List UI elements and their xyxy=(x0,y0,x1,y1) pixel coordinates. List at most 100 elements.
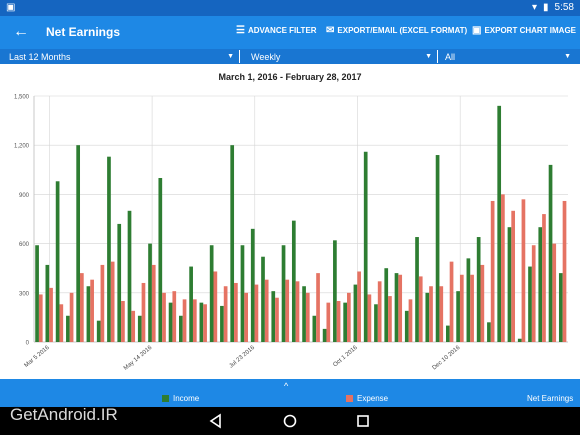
income-bar xyxy=(76,145,81,342)
expense-bar xyxy=(336,301,341,342)
expense-bar xyxy=(295,281,300,342)
income-bar xyxy=(261,256,265,342)
expense-bar xyxy=(511,210,516,342)
income-bar xyxy=(168,302,173,342)
period-dropdown[interactable]: Last 12 Months ▼ xyxy=(4,50,240,63)
income-bar xyxy=(148,243,152,342)
expense-bar xyxy=(285,279,290,342)
expense-bar xyxy=(408,299,413,342)
income-bar xyxy=(107,156,111,342)
expense-bar xyxy=(542,214,546,342)
income-bar xyxy=(466,258,471,342)
legend-expense-label: Expense xyxy=(357,394,389,403)
expense-bar xyxy=(562,200,567,342)
status-bar: ▣ ▾ ▮ 5:58 xyxy=(0,0,580,16)
income-bar xyxy=(374,304,378,342)
category-value: All xyxy=(445,51,456,62)
expense-bar xyxy=(131,310,136,342)
expand-caret-icon[interactable]: ^ xyxy=(284,381,289,391)
expense-bar xyxy=(38,294,43,342)
y-tick-label: 900 xyxy=(19,193,30,199)
dropdown-arrow-icon: ▼ xyxy=(564,53,571,60)
income-bar xyxy=(476,237,481,342)
legend-income[interactable]: Income xyxy=(162,394,199,403)
expense-bar xyxy=(398,274,403,342)
expense-bar xyxy=(326,302,331,342)
expense-bar xyxy=(172,291,177,342)
recents-nav-icon[interactable] xyxy=(355,413,371,429)
income-bar xyxy=(322,328,327,342)
income-bar xyxy=(343,302,348,342)
x-tick-label: May 14 2016 xyxy=(123,345,154,372)
expense-bar xyxy=(59,304,64,342)
expense-bar xyxy=(100,264,105,342)
export-email-label: EXPORT/EMAIL (EXCEL FORMAT) xyxy=(337,26,468,35)
income-bar xyxy=(558,273,563,342)
chart-title: March 1, 2016 - February 28, 2017 xyxy=(218,72,362,82)
net-earnings-chart: 0 300 600 900 1,200 1,500 Mar 5 2016 May 14 201… xyxy=(14,95,568,372)
y-tick-label: 300 xyxy=(19,291,30,297)
interval-value: Weekly xyxy=(251,51,281,62)
expense-bar xyxy=(90,279,94,342)
expense-bar xyxy=(162,292,166,342)
y-tick-label: 600 xyxy=(19,242,30,248)
income-bar xyxy=(127,210,132,342)
expense-swatch xyxy=(346,395,353,402)
x-tick-label: Mar 5 2016 xyxy=(24,345,52,370)
legend-net-earnings[interactable]: Net Earnings xyxy=(527,394,573,403)
income-bar xyxy=(497,105,502,342)
expense-bar xyxy=(141,282,146,342)
legend-income-label: Income xyxy=(173,394,200,403)
expense-bar xyxy=(552,243,557,342)
income-bar xyxy=(230,145,235,342)
period-value: Last 12 Months xyxy=(9,51,71,62)
filter-icon: ☰ xyxy=(236,25,245,36)
category-dropdown[interactable]: All ▼ xyxy=(440,50,576,63)
export-email-button[interactable]: ✉ EXPORT/EMAIL (EXCEL FORMAT) xyxy=(326,25,467,36)
income-bar xyxy=(55,181,60,342)
email-icon: ✉ xyxy=(326,25,335,36)
income-bar xyxy=(528,266,532,342)
expense-bar xyxy=(192,299,197,342)
navigation-bar xyxy=(0,407,580,435)
interval-dropdown[interactable]: Weekly ▼ xyxy=(246,50,438,63)
page-title: Net Earnings xyxy=(46,25,121,39)
expense-bar xyxy=(367,294,372,342)
expense-bar xyxy=(223,286,228,342)
income-bar xyxy=(384,268,389,342)
x-tick-label: Dec 10 2016 xyxy=(432,345,462,372)
chart-area: March 1, 2016 - February 28, 2017 0 300 60… xyxy=(0,64,580,379)
income-bar xyxy=(189,266,193,342)
expense-bar xyxy=(449,261,454,342)
expense-bar xyxy=(182,299,187,342)
income-bar xyxy=(179,315,183,342)
expense-bar xyxy=(501,194,505,342)
expense-bar xyxy=(80,273,84,342)
y-tick-label: 1,500 xyxy=(14,95,30,101)
expense-bar xyxy=(459,274,464,342)
legend-bar: ^ Income Expense Net Earnings xyxy=(0,379,580,407)
income-bar xyxy=(240,245,245,342)
income-bar xyxy=(250,228,255,342)
home-nav-icon[interactable] xyxy=(282,413,298,429)
income-bar xyxy=(363,151,368,342)
expense-bar xyxy=(480,264,485,342)
income-bar xyxy=(456,291,460,342)
expense-bar xyxy=(234,282,238,342)
back-arrow-icon[interactable]: ← xyxy=(13,23,29,40)
income-bar xyxy=(312,315,317,342)
advance-filter-button[interactable]: ☰ ADVANCE FILTER xyxy=(236,25,317,36)
image-icon: ▣ xyxy=(472,25,482,36)
filter-bar: Last 12 Months ▼ Weekly ▼ All ▼ xyxy=(0,49,580,64)
expense-bar xyxy=(69,292,74,342)
income-bar xyxy=(291,220,296,342)
income-bar xyxy=(446,325,450,342)
income-bar xyxy=(96,320,101,342)
income-bar xyxy=(487,322,491,342)
expense-bar xyxy=(305,292,310,342)
export-image-button[interactable]: ▣ EXPORT CHART IMAGE xyxy=(472,25,576,36)
legend-expense[interactable]: Expense xyxy=(346,394,388,403)
back-nav-icon[interactable] xyxy=(208,413,224,429)
income-bar xyxy=(415,237,419,342)
expense-bar xyxy=(439,286,444,342)
